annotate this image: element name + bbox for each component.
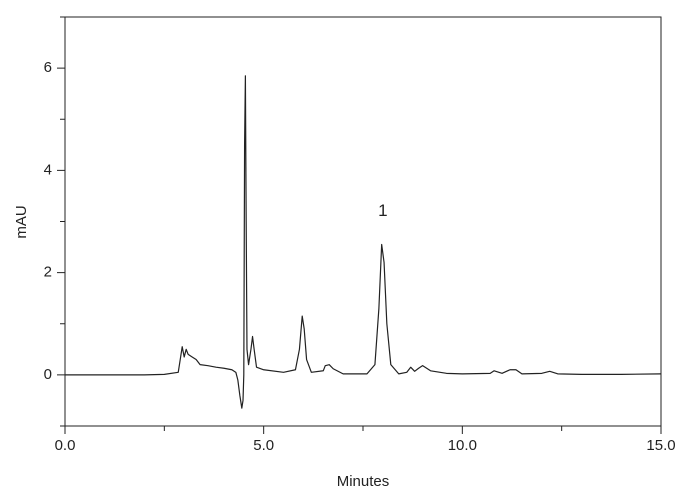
y-axis-label: mAU	[13, 205, 30, 238]
trace-line	[65, 75, 662, 409]
y-tick-label: 4	[44, 161, 52, 178]
x-tick-label: 10.0	[448, 437, 477, 454]
x-tick-label: 0.0	[55, 437, 76, 454]
peak-annotation: 1	[378, 201, 387, 220]
x-tick-label: 15.0	[646, 437, 675, 454]
y-tick-label: 6	[44, 59, 52, 76]
plot-frame	[64, 16, 662, 427]
y-tick-label: 0	[44, 366, 52, 383]
y-tick-label: 2	[44, 264, 52, 281]
x-tick-label: 5.0	[253, 437, 274, 454]
x-axis-label: Minutes	[337, 473, 390, 490]
